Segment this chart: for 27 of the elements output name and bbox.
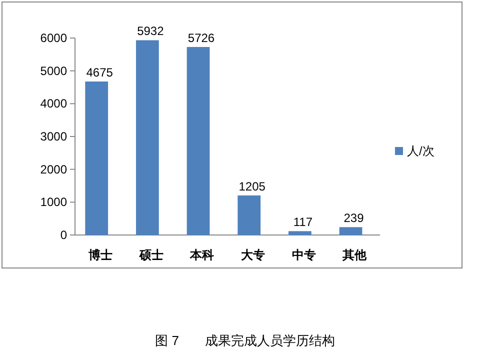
data-label: 5726 (188, 30, 215, 45)
y-tick-label: 4000 (40, 96, 68, 111)
y-tick-label: 2000 (40, 162, 68, 176)
y-tick-label: 6000 (40, 31, 68, 45)
bar (238, 195, 261, 235)
data-label: 4675 (86, 66, 114, 80)
x-tick-label: 其他 (342, 248, 368, 262)
bar (136, 40, 159, 235)
caption: 图 7 成果完成人员学历结构 (155, 333, 335, 348)
data-label: 5932 (137, 24, 164, 38)
y-tick-label: 1000 (40, 195, 68, 210)
y-tick-label: 5000 (40, 64, 68, 78)
bar (85, 82, 108, 235)
x-tick-label: 硕士 (138, 248, 164, 262)
data-label: 117 (293, 215, 313, 230)
data-label: 1205 (238, 179, 266, 194)
bar (288, 231, 312, 235)
y-tick-label: 3000 (40, 130, 68, 144)
y-tick-label: 0 (60, 228, 68, 242)
x-tick-label: 本科 (189, 248, 214, 262)
data-label: 239 (344, 211, 364, 226)
x-tick-label: 博士 (87, 248, 112, 262)
legend-label: 人/次 (407, 144, 434, 158)
x-tick-label: 大专 (240, 248, 265, 262)
x-tick-label: 中专 (292, 248, 316, 262)
bar (186, 46, 210, 235)
bar (339, 227, 362, 235)
